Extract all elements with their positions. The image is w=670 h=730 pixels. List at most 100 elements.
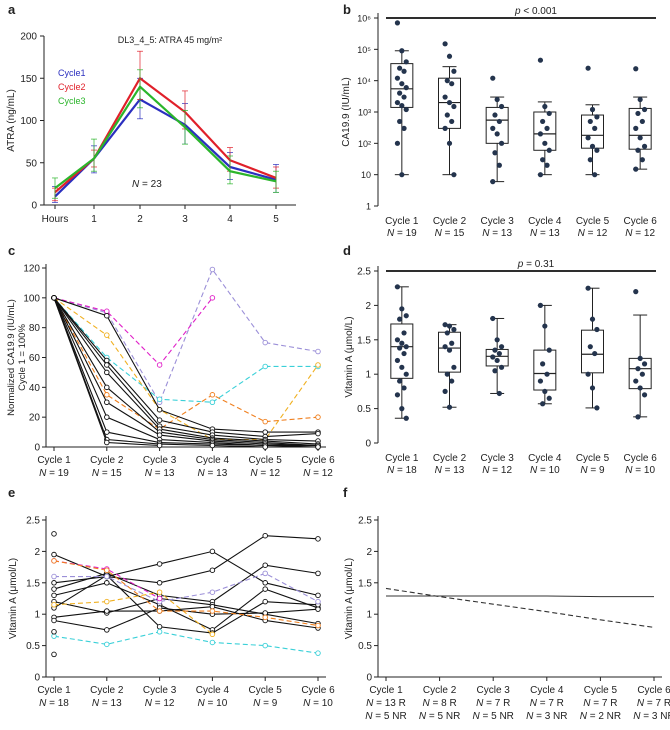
x-tick-label-a: 4	[227, 214, 233, 225]
y-axis-label-f: Vitamin A (μmol/L)	[344, 558, 355, 639]
data-point-b	[490, 179, 496, 185]
marker-c	[209, 266, 216, 273]
data-point-d	[442, 322, 448, 328]
data-point-b	[451, 172, 457, 178]
data-point-b	[442, 125, 448, 131]
data-point-b	[394, 99, 401, 106]
y-tick-label-f: 0.5	[358, 641, 372, 652]
data-point-b	[537, 57, 544, 63]
n-label-e: N = 10	[198, 698, 228, 709]
series-line-c	[53, 297, 319, 442]
nr-label-f: N = 3 NR	[526, 711, 567, 722]
r-label-f: N = 7 R	[637, 698, 670, 709]
data-point-b	[496, 118, 502, 125]
data-point-d	[397, 345, 403, 351]
marker-e	[209, 631, 216, 638]
data-point-b	[494, 96, 500, 103]
marker-e	[262, 610, 268, 616]
data-point-b	[633, 125, 639, 131]
marker-e	[262, 570, 268, 577]
data-point-d	[585, 371, 591, 377]
category-label-f: Cycle 4	[530, 685, 564, 696]
legend-Cycle3: Cycle3	[58, 96, 86, 106]
data-point-b	[639, 118, 645, 125]
data-point-d	[444, 330, 450, 336]
data-point-b	[451, 103, 457, 110]
x-tick-label-a: 1	[91, 214, 97, 225]
marker-c	[315, 348, 321, 355]
series-line-c	[53, 297, 318, 448]
data-point-d	[537, 378, 544, 384]
data-point-b	[446, 99, 453, 106]
n-label-b: N = 12	[625, 228, 655, 239]
n-label-b: N = 13	[530, 228, 560, 239]
y-tick-label-c: 100	[23, 293, 40, 304]
panel-label-b: b	[343, 2, 351, 17]
marker-e	[315, 650, 321, 656]
marker-e	[156, 595, 163, 602]
n-label-c: N = 13	[198, 468, 228, 479]
data-point-d	[585, 285, 591, 291]
y-tick-label-f: 0	[366, 673, 372, 684]
marker-e	[104, 567, 110, 573]
panel-label-d: d	[343, 243, 351, 258]
category-label-b: Cycle 3	[480, 216, 514, 227]
data-point-d	[498, 364, 505, 370]
marker-c	[262, 444, 268, 450]
data-point-d	[403, 344, 409, 350]
n-label-e: N = 10	[303, 698, 333, 709]
data-point-b	[451, 68, 457, 74]
marker-e	[315, 598, 321, 605]
marker-e	[315, 570, 321, 577]
marker-e	[262, 598, 268, 605]
marker-e	[104, 573, 110, 580]
data-point-d	[442, 344, 448, 350]
y-axis-label-d: Vitamin A (μmol/L)	[344, 316, 355, 397]
annotation-a: N = 23	[132, 179, 162, 190]
category-label-e: Cycle 3	[143, 685, 177, 696]
series-line-e	[53, 606, 319, 629]
marker-e	[156, 589, 163, 595]
data-point-b	[542, 103, 548, 110]
y-tick-label-d: 0.5	[357, 404, 371, 415]
marker-e	[209, 548, 216, 555]
marker-e	[209, 639, 216, 646]
series-line-f	[386, 595, 654, 598]
marker-c	[209, 392, 216, 398]
marker-c	[262, 429, 268, 435]
y-tick-label-f: 2.5	[358, 516, 372, 527]
r-label-f: N = 7 R	[476, 698, 510, 709]
data-point-d	[446, 347, 453, 353]
data-point-b	[544, 125, 550, 131]
data-point-d	[641, 361, 648, 367]
data-point-d	[633, 289, 639, 295]
category-label-f: Cycle 6	[637, 685, 670, 696]
category-label-d: Cycle 1	[385, 453, 419, 464]
box-b	[581, 114, 604, 149]
r-label-f: N = 13 R	[366, 698, 406, 709]
data-point-d	[498, 344, 505, 350]
marker-c	[156, 442, 163, 449]
series-line-Cycle2	[54, 76, 277, 194]
n-label-c: N = 12	[303, 468, 333, 479]
category-label-f: Cycle 3	[477, 685, 511, 696]
data-point-b	[589, 143, 596, 149]
data-point-b	[444, 112, 450, 118]
data-point-d	[546, 347, 552, 353]
data-point-b	[641, 106, 648, 113]
y-axis-label-c: Normalized CA19.9 (IU/mL)	[6, 299, 17, 416]
data-point-b	[546, 110, 552, 117]
data-point-d	[594, 326, 600, 333]
y-tick-label-b: 10²	[358, 139, 371, 149]
data-point-d	[589, 385, 596, 391]
data-point-d	[451, 326, 457, 333]
data-point-b	[399, 172, 405, 178]
data-point-d	[492, 347, 498, 353]
marker-c	[104, 399, 110, 406]
series-line-c	[53, 297, 319, 441]
data-point-d	[633, 378, 639, 384]
data-point-b	[587, 157, 593, 163]
marker-c	[262, 339, 268, 346]
data-point-d	[637, 355, 643, 361]
data-point-b	[641, 143, 648, 149]
